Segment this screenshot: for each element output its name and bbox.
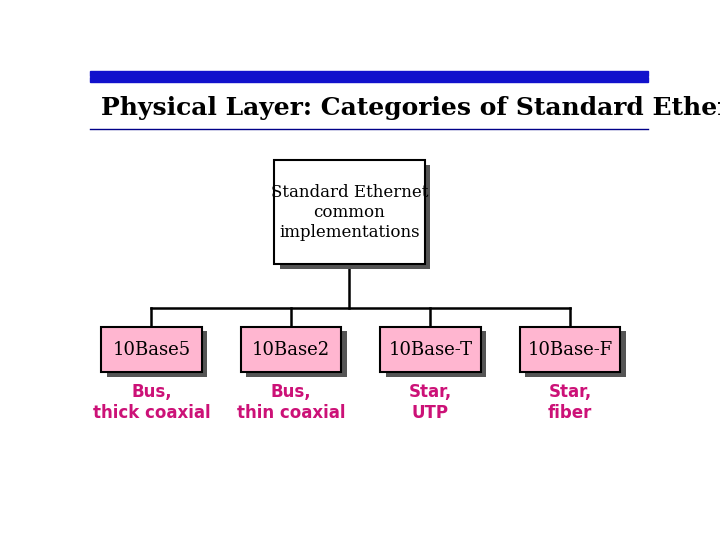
Bar [274, 160, 425, 265]
Bar [90, 77, 648, 82]
Bar [240, 327, 341, 373]
Text: Star,
UTP: Star, UTP [409, 383, 452, 422]
Bar [101, 327, 202, 373]
Bar [280, 165, 431, 268]
Text: 10Base-F: 10Base-F [527, 341, 613, 359]
Text: 10Base2: 10Base2 [252, 341, 330, 359]
Bar [246, 331, 347, 377]
Bar [90, 71, 648, 77]
Bar [386, 331, 486, 377]
Text: 10Base5: 10Base5 [112, 341, 191, 359]
Text: 10Base-T: 10Base-T [388, 341, 472, 359]
Text: Star,
fiber: Star, fiber [548, 383, 592, 422]
Bar [107, 331, 207, 377]
Bar [520, 327, 620, 373]
Text: Standard Ethernet
common
implementations: Standard Ethernet common implementations [271, 184, 428, 240]
Text: Bus,
thick coaxial: Bus, thick coaxial [93, 383, 210, 422]
Text: Bus,
thin coaxial: Bus, thin coaxial [237, 383, 345, 422]
Bar [380, 327, 481, 373]
Bar [526, 331, 626, 377]
Text: Physical Layer: Categories of Standard Ethernet: Physical Layer: Categories of Standard E… [101, 97, 720, 120]
